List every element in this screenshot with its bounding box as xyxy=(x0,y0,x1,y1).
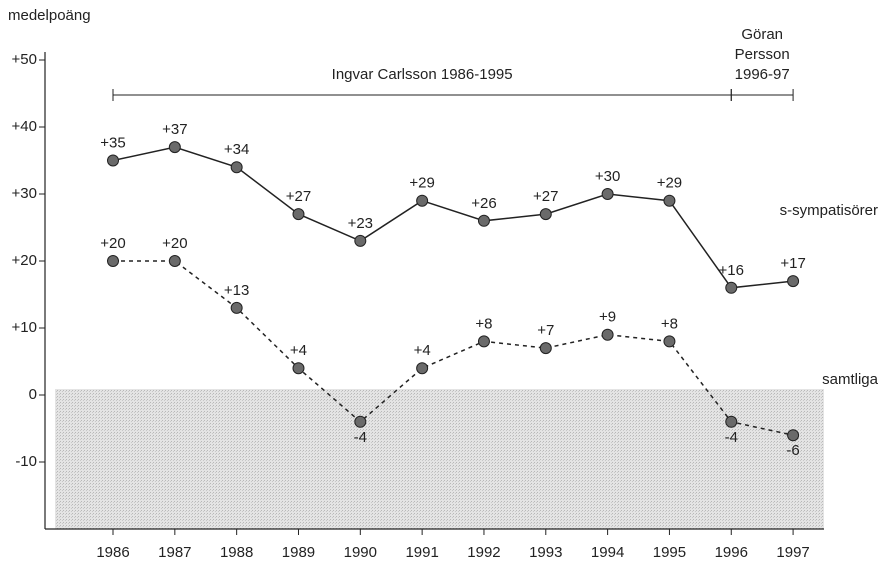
y-tick-label: +20 xyxy=(12,252,37,269)
point xyxy=(477,335,490,348)
point xyxy=(601,188,614,200)
data-label: +9 xyxy=(599,309,616,326)
data-label: -4 xyxy=(725,429,738,446)
data-label: +29 xyxy=(657,175,682,192)
data-label: +23 xyxy=(348,215,373,232)
point xyxy=(292,362,305,375)
data-label: +29 xyxy=(409,175,434,192)
point xyxy=(230,161,243,174)
x-tick-label: 1996 xyxy=(715,544,748,561)
series-name: s-sympatisörer xyxy=(780,202,878,219)
y-tick-label: +30 xyxy=(12,185,37,202)
data-label: +16 xyxy=(719,262,744,279)
x-tick-label: 1997 xyxy=(776,544,809,561)
x-tick-label: 1988 xyxy=(220,544,253,561)
data-label: +4 xyxy=(290,342,307,359)
x-tick-label: 1986 xyxy=(96,544,129,561)
data-label: +7 xyxy=(537,322,554,339)
annotation: Persson xyxy=(735,46,790,63)
point xyxy=(354,415,367,428)
data-label: +26 xyxy=(471,195,496,212)
data-label: +27 xyxy=(533,188,558,205)
x-tick-label: 1987 xyxy=(158,544,191,561)
data-label: +8 xyxy=(475,315,492,332)
y-axis-label: medelpoäng xyxy=(8,7,91,24)
point xyxy=(601,328,614,341)
point xyxy=(292,208,305,221)
data-label: +35 xyxy=(100,134,125,151)
data-label: +13 xyxy=(224,282,249,299)
y-tick-label: 0 xyxy=(29,386,37,403)
point xyxy=(787,275,800,288)
point xyxy=(416,362,429,375)
point xyxy=(539,342,552,355)
data-label: +34 xyxy=(224,141,249,158)
data-label: -4 xyxy=(354,429,367,446)
data-label: +27 xyxy=(286,188,311,205)
point xyxy=(539,208,552,221)
point xyxy=(477,214,490,227)
point xyxy=(725,415,738,428)
point xyxy=(354,234,367,247)
point xyxy=(787,429,800,442)
point xyxy=(663,194,676,207)
data-label: -6 xyxy=(786,442,799,459)
x-tick-label: 1992 xyxy=(467,544,500,561)
y-tick-label: +10 xyxy=(12,319,37,336)
x-tick-label: 1991 xyxy=(405,544,438,561)
series-line xyxy=(112,146,794,289)
data-label: +8 xyxy=(661,315,678,332)
annotation: Ingvar Carlsson 1986-1995 xyxy=(332,66,513,83)
annotation: Göran xyxy=(741,26,783,43)
data-label: +20 xyxy=(162,235,187,252)
point xyxy=(725,281,738,294)
data-label: +20 xyxy=(100,235,125,252)
annotation: 1996-97 xyxy=(735,66,790,83)
y-tick-label: +40 xyxy=(12,118,37,135)
data-label: +17 xyxy=(780,255,805,272)
point xyxy=(168,141,181,154)
point xyxy=(663,335,676,348)
point xyxy=(230,301,243,314)
data-label: +4 xyxy=(414,342,431,359)
point xyxy=(107,154,120,167)
data-label: +30 xyxy=(595,168,620,185)
x-tick-label: 1990 xyxy=(344,544,377,561)
x-tick-label: 1994 xyxy=(591,544,624,561)
point xyxy=(107,255,120,267)
data-label: +37 xyxy=(162,121,187,138)
x-tick-label: 1995 xyxy=(653,544,686,561)
series-name: samtliga xyxy=(822,371,879,388)
x-tick-label: 1989 xyxy=(282,544,315,561)
x-tick-label: 1993 xyxy=(529,544,562,561)
negative-zone xyxy=(55,389,824,529)
y-tick-label: -10 xyxy=(15,453,37,470)
point xyxy=(168,255,181,267)
y-tick-label: +50 xyxy=(12,51,37,68)
point xyxy=(416,194,429,207)
